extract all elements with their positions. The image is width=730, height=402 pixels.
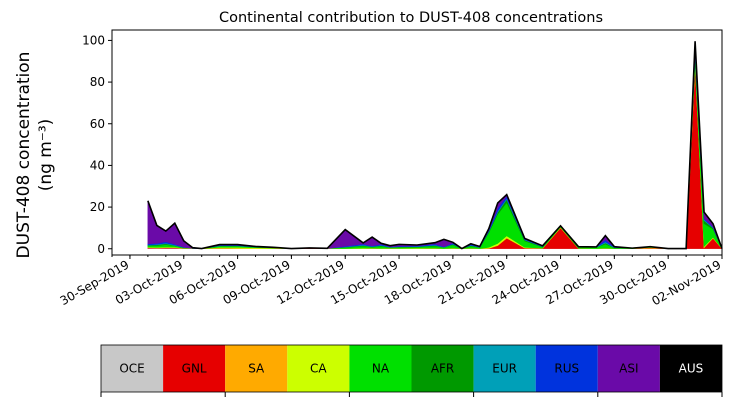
area-ca — [147, 62, 723, 249]
legend-swatch-na — [349, 345, 412, 392]
legend-label: ASI — [619, 362, 638, 376]
area-asi — [147, 41, 723, 249]
y-tick-label: 60 — [90, 117, 105, 131]
legend-swatch-rus — [535, 345, 598, 392]
legend-label: SA — [248, 362, 265, 376]
y-tick-label: 100 — [82, 33, 105, 47]
y-axis: 0 20 40 60 80 100 — [82, 33, 112, 256]
legend-label: EUR — [492, 362, 517, 376]
legend-swatch-afr — [411, 345, 474, 392]
chart-title: Continental contribution to DUST-408 con… — [219, 10, 603, 26]
area-rus — [147, 50, 723, 249]
legend-label: OCE — [119, 362, 144, 376]
area-gnl — [147, 63, 723, 249]
x-axis: 30-Sep-201903-Oct-201906-Oct-201909-Oct-… — [58, 255, 724, 308]
total-outline — [147, 41, 723, 250]
y-tick-label: 0 — [97, 242, 105, 256]
legend-label: RUS — [554, 362, 579, 376]
y-axis-label-line2: (ng m⁻³) — [36, 119, 56, 192]
legend-swatch-eur — [473, 345, 536, 392]
area-na — [147, 55, 723, 249]
legend-swatch-asi — [597, 345, 660, 392]
legend-swatch-ca — [287, 345, 350, 392]
plot-frame — [111, 29, 723, 256]
y-tick-label: 80 — [90, 75, 105, 89]
legend-label: GNL — [182, 362, 207, 376]
legend-swatch-oce — [101, 345, 164, 392]
y-axis-label: DUST-408 concentration (ng m⁻³) — [14, 52, 56, 259]
legend-frame — [100, 344, 723, 393]
legend: OCE GNL SA CA NA AFR EUR RUS ASI AUS — [100, 344, 723, 397]
legend-label: AUS — [679, 362, 704, 376]
stacked-areas — [147, 41, 723, 250]
area-afr — [147, 53, 723, 249]
y-tick-label: 40 — [90, 158, 105, 172]
y-axis-label-line1: DUST-408 concentration — [14, 52, 34, 259]
legend-swatch-aus — [659, 345, 722, 392]
area-sa — [147, 62, 723, 249]
legend-swatch-gnl — [163, 345, 226, 392]
legend-label: AFR — [431, 362, 454, 376]
area-aus — [147, 41, 723, 249]
legend-swatch-sa — [225, 345, 288, 392]
legend-label: CA — [310, 362, 327, 376]
legend-label: NA — [372, 362, 390, 376]
area-eur — [147, 52, 723, 249]
y-tick-label: 20 — [90, 200, 105, 214]
